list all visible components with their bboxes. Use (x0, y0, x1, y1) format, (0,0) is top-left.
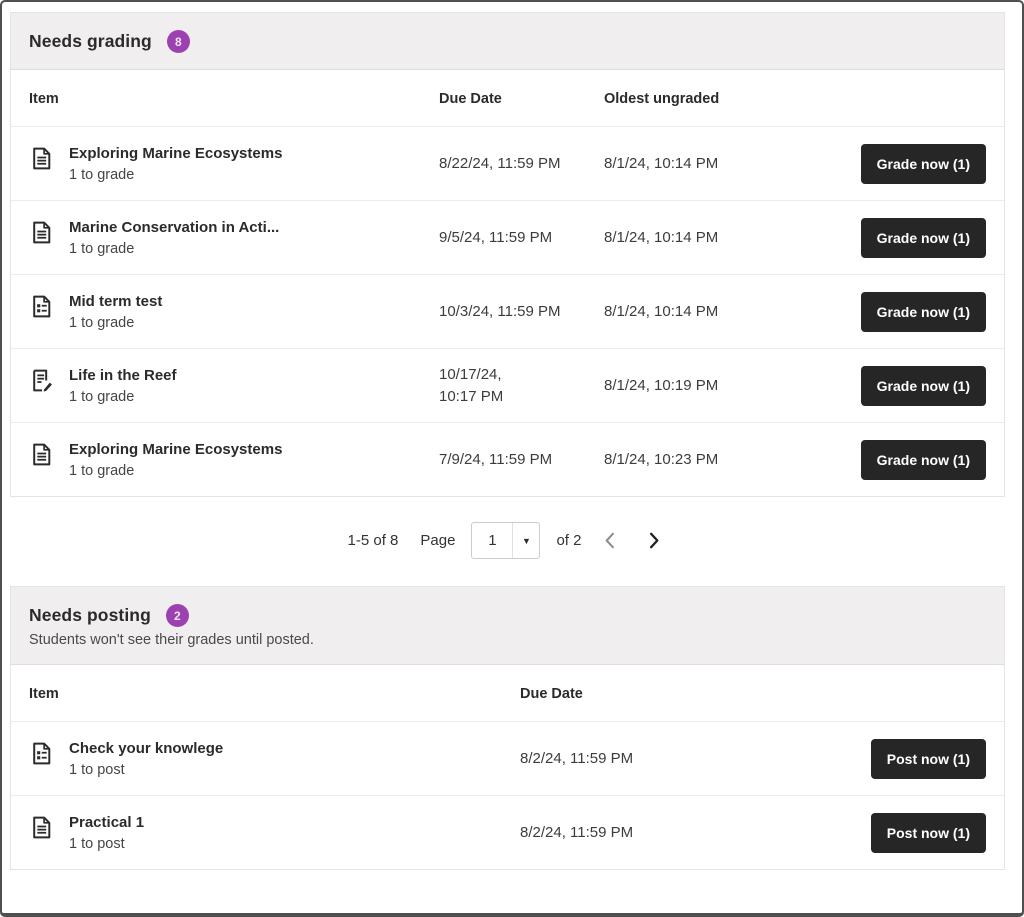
document-icon (33, 221, 51, 243)
table-row: Life in the Reef 1 to grade 10/17/24, 10… (11, 348, 1004, 422)
item-title[interactable]: Mid term test (69, 292, 163, 310)
needs-grading-section: Needs grading 8 Item Due Date Oldest ung… (10, 12, 1005, 497)
item-title[interactable]: Marine Conservation in Acti... (69, 218, 280, 236)
chevron-right-icon (650, 532, 659, 549)
due-date: 10/3/24, 11:59 PM (439, 302, 561, 320)
needs-grading-title: Needs grading (29, 31, 152, 51)
due-date: 10/17/24, 10:17 PM (439, 365, 504, 405)
column-header-due-date: Due Date (520, 686, 583, 702)
document-icon (33, 816, 51, 838)
item-subtitle: 1 to grade (69, 462, 135, 479)
assignment-icon (33, 369, 53, 392)
table-row: Exploring Marine Ecosystems 1 to grade 8… (11, 126, 1004, 200)
pagination-range: 1-5 of 8 (347, 532, 399, 549)
chevron-left-icon (606, 532, 615, 549)
grade-now-button[interactable]: Grade now (1) (860, 439, 986, 480)
due-date: 8/2/24, 11:59 PM (520, 823, 634, 841)
page-select[interactable]: 1 ▼ (471, 522, 541, 559)
test-icon (33, 295, 51, 317)
pagination-page-label: Page (420, 532, 456, 549)
table-row: Mid term test 1 to grade 10/3/24, 11:59 … (11, 274, 1004, 348)
table-row: Check your knowlege 1 to post 8/2/24, 11… (11, 721, 1004, 795)
column-header-item: Item (29, 91, 59, 107)
oldest-ungraded: 8/1/24, 10:19 PM (604, 376, 719, 394)
grade-now-button[interactable]: Grade now (1) (860, 291, 986, 332)
oldest-ungraded: 8/1/24, 10:14 PM (604, 302, 719, 320)
needs-posting-count-badge: 2 (165, 604, 189, 627)
due-date: 7/9/24, 11:59 PM (439, 450, 553, 468)
needs-posting-section: Needs posting 2 Students won't see their… (10, 586, 1005, 870)
posting-table-header: Item Due Date (11, 665, 1004, 721)
needs-posting-header: Needs posting 2 Students won't see their… (11, 587, 1004, 665)
table-row: Exploring Marine Ecosystems 1 to grade 7… (11, 422, 1004, 496)
chevron-down-icon: ▼ (521, 535, 531, 546)
grade-now-button[interactable]: Grade now (1) (860, 217, 986, 258)
needs-posting-subtitle: Students won't see their grades until po… (29, 632, 314, 648)
item-title[interactable]: Exploring Marine Ecosystems (69, 144, 283, 162)
document-icon (33, 147, 51, 169)
pagination: 1-5 of 8 Page 1 ▼ of 2 (10, 522, 1005, 559)
next-page-button[interactable] (640, 527, 667, 554)
item-subtitle: 1 to post (69, 835, 125, 852)
post-now-button[interactable]: Post now (1) (870, 738, 986, 779)
grade-now-button[interactable]: Grade now (1) (860, 143, 986, 184)
oldest-ungraded: 8/1/24, 10:14 PM (604, 228, 719, 246)
item-subtitle: 1 to grade (69, 240, 135, 257)
item-subtitle: 1 to grade (69, 314, 135, 331)
grading-table-header: Item Due Date Oldest ungraded (11, 70, 1004, 126)
oldest-ungraded: 8/1/24, 10:23 PM (604, 450, 719, 468)
document-icon (33, 443, 51, 465)
column-header-item: Item (29, 686, 59, 702)
table-row: Marine Conservation in Acti... 1 to grad… (11, 200, 1004, 274)
grade-now-button[interactable]: Grade now (1) (860, 365, 986, 406)
item-subtitle: 1 to grade (69, 388, 135, 405)
due-date: 8/22/24, 11:59 PM (439, 154, 561, 172)
test-icon (33, 742, 51, 764)
due-date: 9/5/24, 11:59 PM (439, 228, 553, 246)
oldest-ungraded: 8/1/24, 10:14 PM (604, 154, 719, 172)
item-subtitle: 1 to post (69, 761, 125, 778)
item-title[interactable]: Life in the Reef (69, 366, 177, 384)
page-select-value: 1 (472, 523, 514, 558)
pagination-of-label: of 2 (556, 532, 582, 549)
needs-grading-header: Needs grading 8 (11, 13, 1004, 70)
post-now-button[interactable]: Post now (1) (870, 812, 986, 853)
needs-posting-title: Needs posting (29, 605, 151, 625)
table-row: Practical 1 1 to post 8/2/24, 11:59 PM P… (11, 795, 1004, 869)
item-title[interactable]: Practical 1 (69, 813, 145, 831)
item-subtitle: 1 to grade (69, 166, 135, 183)
column-header-due-date: Due Date (439, 91, 502, 107)
needs-grading-count-badge: 8 (166, 30, 190, 53)
due-date: 8/2/24, 11:59 PM (520, 749, 634, 767)
item-title[interactable]: Exploring Marine Ecosystems (69, 440, 283, 458)
previous-page-button[interactable] (597, 527, 624, 554)
item-title[interactable]: Check your knowlege (69, 739, 224, 757)
column-header-oldest-ungraded: Oldest ungraded (604, 91, 720, 107)
